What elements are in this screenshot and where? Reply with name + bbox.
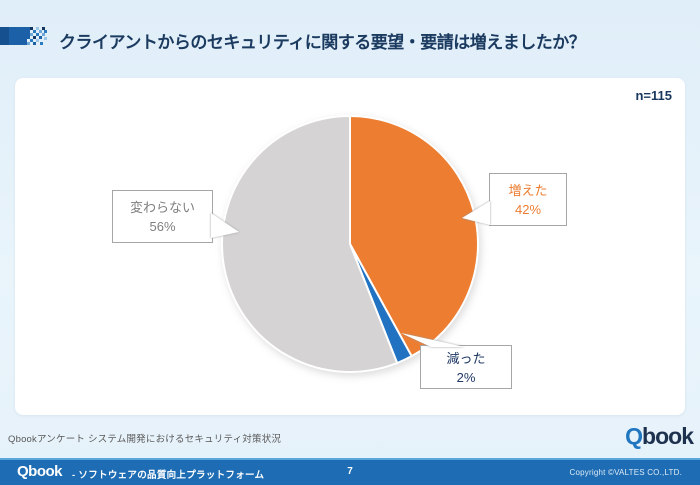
qbook-logo-rest: book (642, 423, 694, 449)
chart-card: n=115 増えた 42% 変わらない 56% 減った 2% (15, 78, 685, 415)
qbook-logo-q: Q (625, 423, 643, 449)
callout-unchanged: 変わらない 56% (112, 190, 239, 243)
qbook-logo: Qbook (625, 423, 694, 450)
slide-header: クライアントからのセキュリティに関する要望・要請は増えましたか？ (0, 0, 700, 62)
bottom-bar: Qbook - ソフトウェアの品質向上プラットフォーム 7 Copyright … (0, 458, 700, 485)
copyright-text: Copyright ©VALTES CO.,LTD. (569, 468, 682, 477)
callout-value: 56% (149, 219, 176, 234)
callout-label: 減った (446, 351, 486, 366)
callout-value: 2% (456, 370, 476, 385)
callout-decreased: 減った 2% (401, 333, 512, 389)
tagline-text: ソフトウェアの品質向上プラットフォーム (78, 470, 265, 481)
pie-slice-kawaranai (221, 115, 399, 373)
tagline-dash: - (72, 470, 76, 481)
bar-tagline: - ソフトウェアの品質向上プラットフォーム (72, 467, 264, 481)
page-title: クライアントからのセキュリティに関する要望・要請は増えましたか？ (59, 33, 586, 52)
source-note: Qbookアンケート システム開発におけるセキュリティ対策状況 (8, 434, 282, 445)
callout-pointer (211, 213, 239, 238)
callout-pointer (462, 201, 490, 225)
sample-size-label: n=115 (635, 88, 672, 103)
callout-pointer (401, 333, 465, 347)
bar-qbook-logo: Qbook (17, 463, 63, 480)
callout-label: 増えた (508, 183, 548, 198)
callout-value: 42% (514, 202, 542, 217)
pixel-mosaic-icon (0, 27, 47, 45)
pie-chart (221, 115, 479, 373)
page-number: 7 (347, 466, 353, 477)
callout-label: 変わらない (129, 200, 195, 215)
callout-increased: 増えた 42% (462, 173, 567, 226)
